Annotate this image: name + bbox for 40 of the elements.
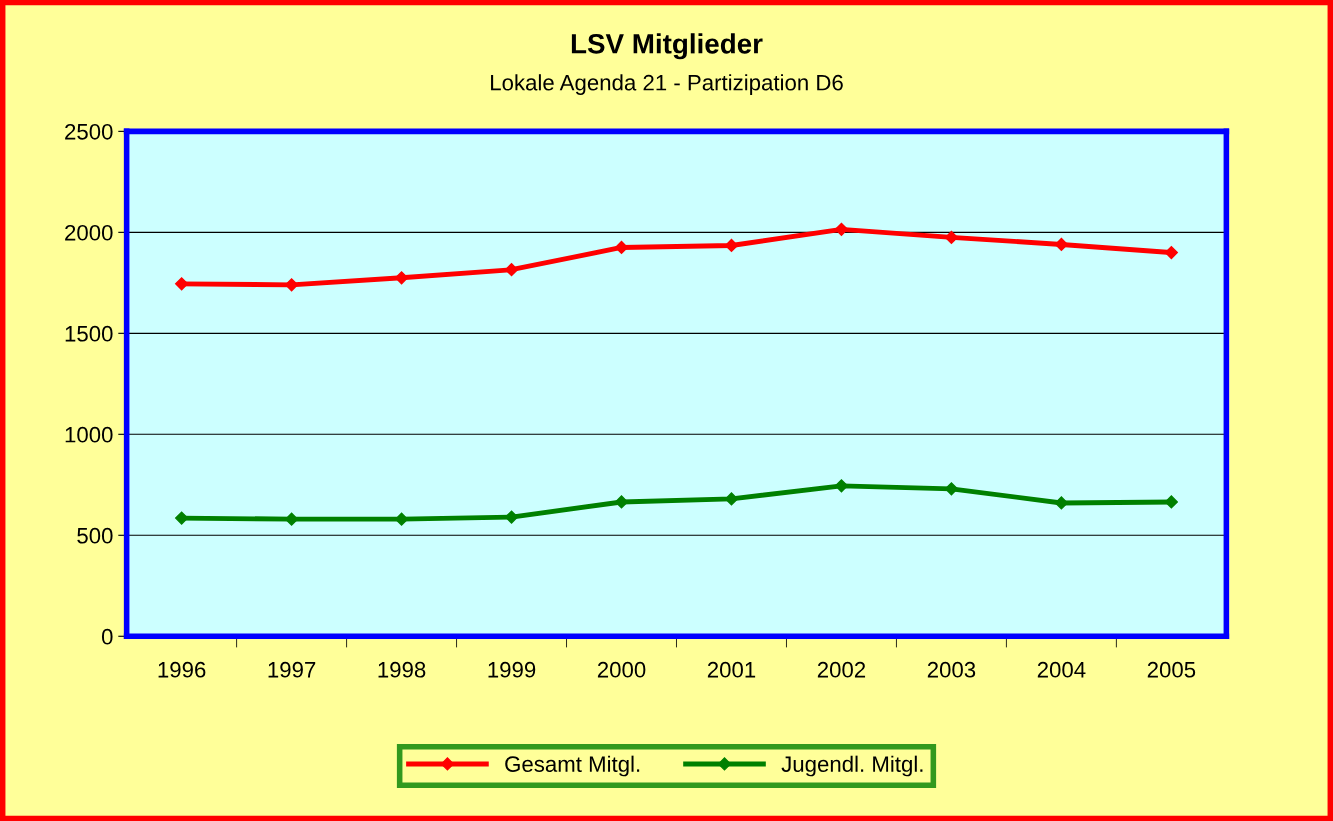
point — [1164, 495, 1178, 509]
x-tick-label: 2000 — [597, 661, 646, 678]
point — [614, 495, 629, 509]
x-tick-label: 1998 — [378, 661, 426, 678]
point — [834, 479, 849, 493]
y-tick-label: 500 — [77, 527, 113, 544]
point — [285, 278, 299, 292]
x-tick-label: 2003 — [927, 661, 976, 678]
point — [504, 263, 519, 277]
point — [944, 230, 959, 244]
point — [944, 482, 959, 496]
point — [724, 492, 739, 506]
chart-title: LSV Mitglieder — [571, 33, 763, 60]
x-tick-label: 2004 — [1037, 661, 1086, 678]
x-tick-label: 2001 — [707, 661, 756, 678]
point — [1054, 237, 1068, 252]
legend-label: Jugendl. Mitgl. — [781, 755, 923, 777]
point — [394, 512, 409, 526]
point — [175, 277, 189, 291]
y-tick-label: 2500 — [65, 123, 113, 140]
x-tick-label: 1996 — [158, 661, 206, 678]
y-tick-label: 1000 — [65, 426, 113, 443]
point — [1054, 496, 1068, 510]
point — [175, 511, 189, 525]
x-tick-label: 1997 — [268, 661, 316, 678]
chart-subtitle: Lokale Agenda 21 - Partizipation D6 — [491, 74, 843, 95]
point — [394, 271, 409, 285]
point — [614, 240, 629, 255]
point — [724, 238, 739, 253]
x-tick-label: 1999 — [488, 661, 536, 678]
y-tick-label: 1500 — [65, 325, 113, 342]
point — [1164, 245, 1178, 260]
point — [834, 222, 849, 236]
y-tick-label: 0 — [101, 628, 113, 645]
point — [285, 512, 299, 526]
y-tick-label: 2000 — [65, 224, 113, 241]
point — [504, 510, 519, 524]
x-tick-label: 2002 — [817, 661, 866, 678]
legend-label: Gesamt Mitgl. — [505, 755, 640, 777]
x-tick-label: 2005 — [1147, 661, 1196, 678]
